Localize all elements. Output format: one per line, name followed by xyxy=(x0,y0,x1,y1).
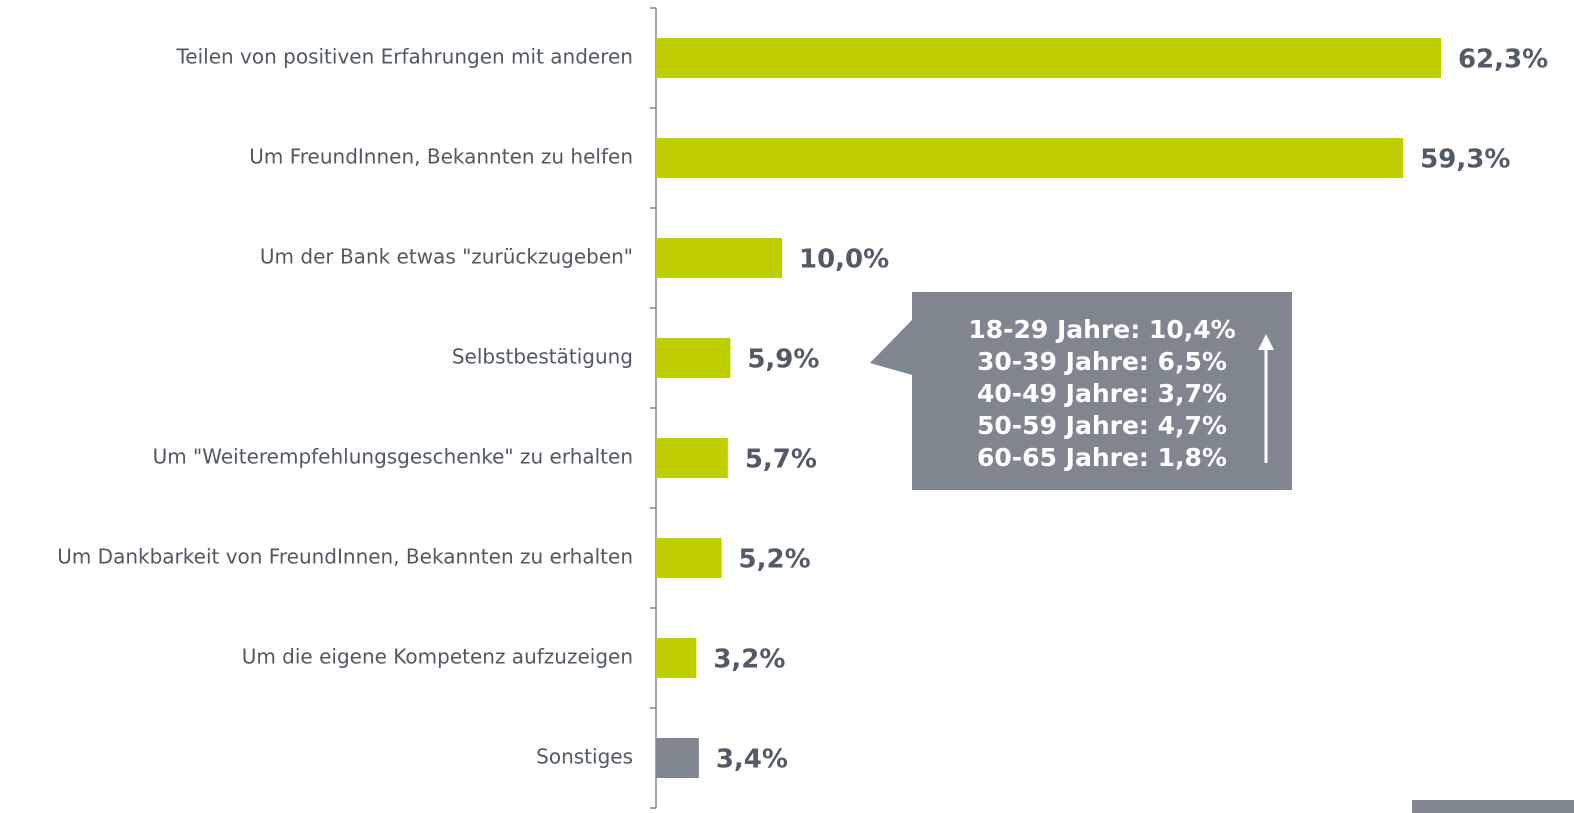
value-label: 5,7% xyxy=(745,445,817,475)
bar xyxy=(656,738,699,778)
bar xyxy=(656,238,782,278)
value-label: 5,2% xyxy=(739,545,811,575)
corner-block xyxy=(1412,800,1574,813)
callout-box xyxy=(870,292,1292,490)
category-label: Selbstbestätigung xyxy=(452,345,633,369)
category-label: Sonstiges xyxy=(536,745,633,769)
callout-line: 18-29 Jahre: 10,4% xyxy=(968,315,1235,344)
value-label: 59,3% xyxy=(1420,145,1510,175)
value-label: 3,2% xyxy=(713,645,785,675)
value-label: 5,9% xyxy=(747,345,819,375)
category-label: Teilen von positiven Erfahrungen mit and… xyxy=(175,45,633,69)
category-label: Um "Weiterempfehlungsgeschenke" zu erhal… xyxy=(153,445,633,469)
bar xyxy=(656,138,1404,178)
callout-line: 50-59 Jahre: 4,7% xyxy=(977,411,1227,440)
bar xyxy=(656,538,722,578)
value-label: 62,3% xyxy=(1458,45,1548,75)
bar xyxy=(656,438,728,478)
value-label: 3,4% xyxy=(716,745,788,775)
category-label: Um der Bank etwas "zurückzugeben" xyxy=(260,245,633,269)
callout-arrow-head xyxy=(1258,334,1274,350)
callout-line: 60-65 Jahre: 1,8% xyxy=(977,443,1227,472)
value-label: 10,0% xyxy=(799,245,889,275)
callout-line: 30-39 Jahre: 6,5% xyxy=(977,347,1227,376)
bar xyxy=(656,38,1441,78)
bar xyxy=(656,638,697,678)
callout-line: 40-49 Jahre: 3,7% xyxy=(977,379,1227,408)
bar xyxy=(656,338,731,378)
category-label: Um die eigene Kompetenz aufzuzeigen xyxy=(242,645,633,669)
category-label: Um Dankbarkeit von FreundInnen, Bekannte… xyxy=(57,545,633,569)
category-label: Um FreundInnen, Bekannten zu helfen xyxy=(249,145,633,169)
